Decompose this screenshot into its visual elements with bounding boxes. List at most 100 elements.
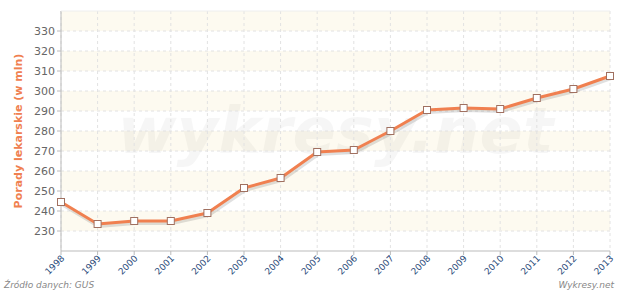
x-tick [170,251,171,255]
grid-line [61,71,610,72]
y-tick-label: 330 [34,25,55,38]
grid-line [61,91,610,92]
x-tick-label: 1999 [80,253,103,276]
y-axis [61,11,62,251]
grid-line-x [500,11,501,251]
chart-container: wykresy.net23024025026027028029030031032… [0,0,620,292]
x-tick-label: 1998 [43,253,66,276]
x-tick-label: 2012 [556,253,579,276]
band [61,11,610,31]
x-tick-label: 2001 [153,253,176,276]
x-axis [61,251,610,252]
x-tick [536,251,537,255]
frame-top [61,11,610,12]
x-tick [390,251,391,255]
x-tick [244,251,245,255]
grid-line [61,171,610,172]
grid-line-x [280,11,281,251]
data-point [533,95,540,102]
x-tick-label: 2011 [519,253,542,276]
y-axis-label: Porady lekarskie (w mln) [12,54,25,209]
x-tick [317,251,318,255]
x-tick-label: 2009 [446,253,469,276]
grid-line [61,31,610,32]
x-tick-label: 2005 [299,253,322,276]
grid-line [61,211,610,212]
grid-line-x [317,11,318,251]
source-note: Źródło danych: GUS [3,279,94,290]
x-tick [207,251,208,255]
x-tick-label: 2006 [336,253,359,276]
band [61,171,610,191]
y-tick-label: 320 [34,45,55,58]
y-tick-label: 280 [34,125,55,138]
grid-line-x [610,11,611,251]
grid-line-x [61,11,62,251]
x-tick-label: 2013 [592,253,615,276]
y-tick-label: 270 [34,145,55,158]
grid-line-x [244,11,245,251]
x-tick-label: 2003 [226,253,249,276]
plot-area [58,73,614,228]
x-tick-label: 2007 [373,253,396,276]
data-point [460,105,467,112]
y-tick-label: 230 [34,225,55,238]
x-tick [427,251,428,255]
x-tick-label: 2002 [190,253,213,276]
background-bands [61,11,610,231]
x-tick [97,251,98,255]
data-point [314,149,321,156]
grid-line [61,111,610,112]
data-point [131,218,138,225]
data-point [277,175,284,182]
grid-line [61,51,610,52]
data-point [350,147,357,154]
x-tick [280,251,281,255]
y-tick [57,231,61,232]
credit: Wykresy.net [558,280,614,290]
grid-line [61,231,610,232]
x-tick-label: 2010 [482,253,505,276]
y-tick [57,31,61,32]
y-tick [57,91,61,92]
grid-line-x [427,11,428,251]
x-tick [134,251,135,255]
grid-line-x [97,11,98,251]
data-point [570,86,577,93]
x-tick [573,251,574,255]
x-tick-label: 2004 [263,253,286,276]
grid-line-x [573,11,574,251]
data-point [607,73,614,80]
data-line [61,76,610,224]
y-tick-label: 240 [34,205,55,218]
grid-line-x [170,11,171,251]
data-point [58,199,65,206]
chart-svg: wykresy.net23024025026027028029030031032… [0,0,620,292]
grid-line [61,131,610,132]
x-tick [61,251,62,255]
x-tick [353,251,354,255]
y-tick [57,131,61,132]
grid-line [61,191,610,192]
grid-line-x [536,11,537,251]
band [61,51,610,71]
data-point [167,218,174,225]
y-tick-label: 250 [34,185,55,198]
y-tick [57,151,61,152]
x-tick-label: 2008 [409,253,432,276]
y-tick-label: 290 [34,105,55,118]
y-tick [57,71,61,72]
x-tick [610,251,611,255]
y-tick [57,191,61,192]
x-tick [500,251,501,255]
grid-line-x [134,11,135,251]
data-point [241,185,248,192]
y-tick [57,171,61,172]
y-tick [57,211,61,212]
data-point [387,128,394,135]
data-point [497,106,504,113]
data-point [424,107,431,114]
x-tick-label: 2000 [116,253,139,276]
y-tick-label: 260 [34,165,55,178]
data-point [94,221,101,228]
